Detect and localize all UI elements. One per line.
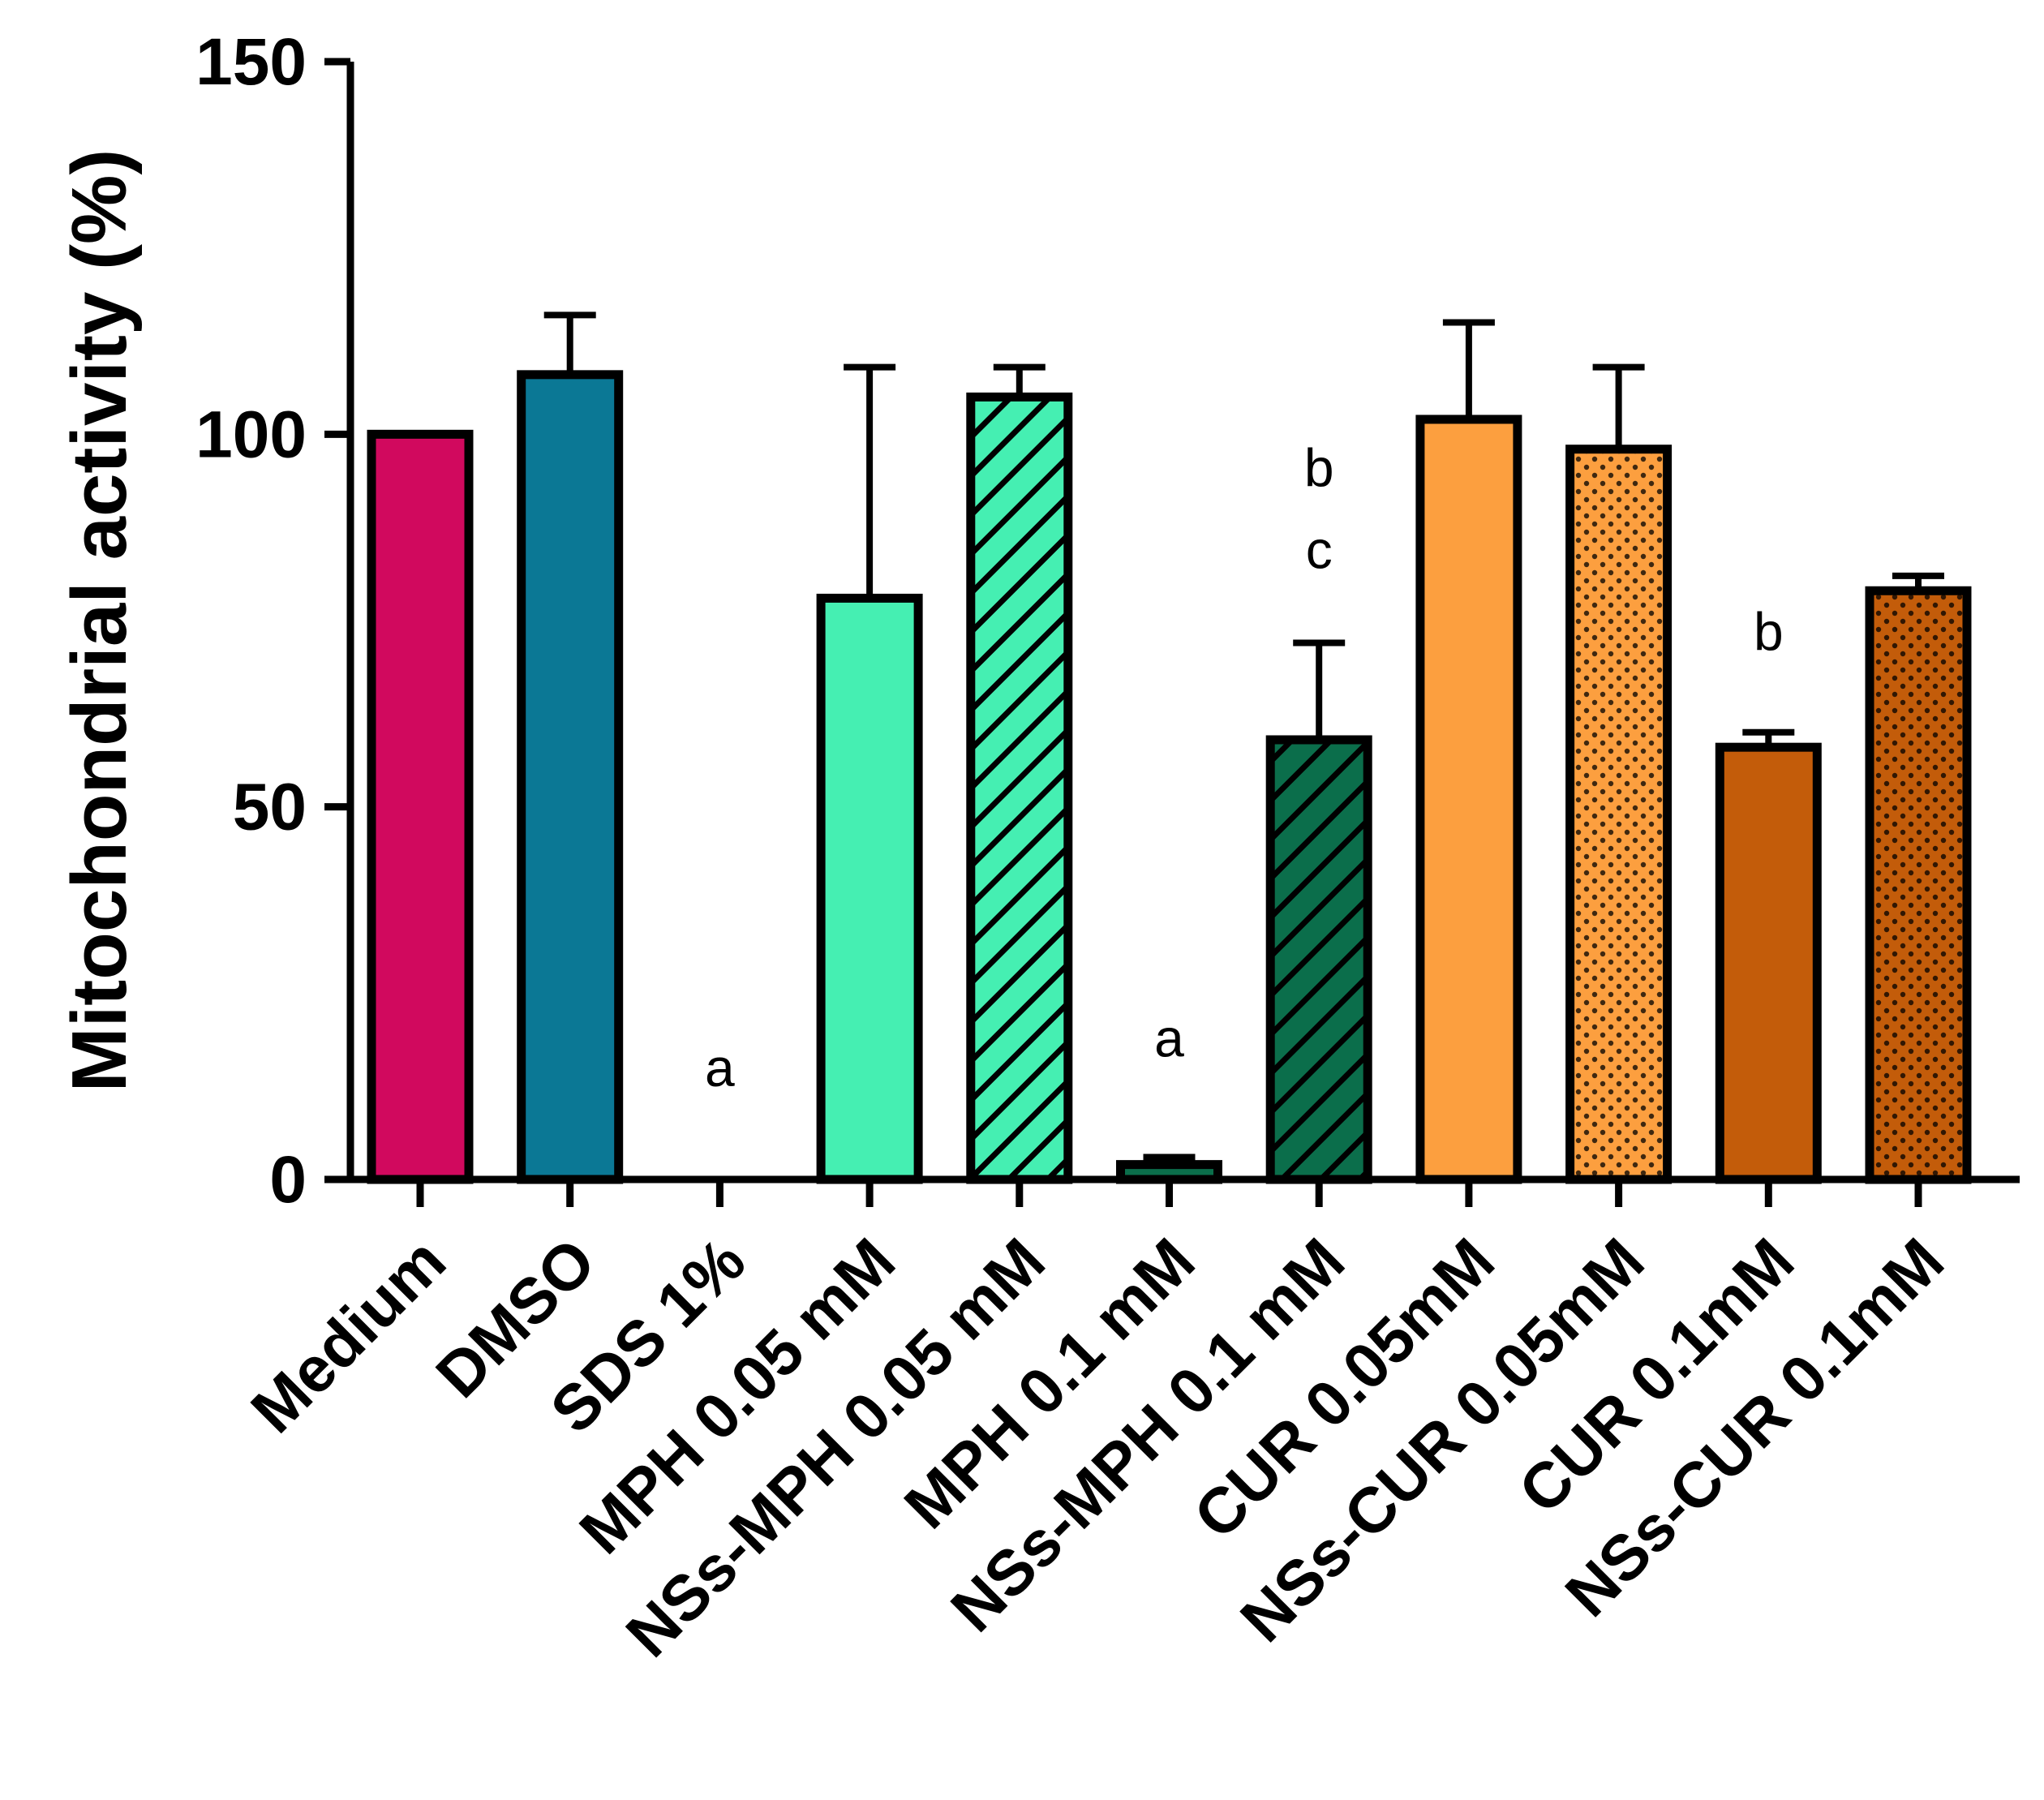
bar	[1720, 747, 1818, 1179]
y-axis-title: Mitochondrial activity (%)	[56, 149, 143, 1093]
y-axis: 0 50 100 150	[195, 25, 354, 1217]
bar-pattern	[1270, 739, 1368, 1179]
y-tick-label: 0	[269, 1143, 307, 1217]
bar-pattern	[1870, 591, 1967, 1179]
bar	[1419, 419, 1518, 1179]
significance-label: a	[705, 1037, 735, 1098]
bar-pattern	[970, 397, 1068, 1179]
y-tick-label: 150	[195, 25, 307, 99]
bar	[521, 374, 619, 1180]
bar	[371, 434, 469, 1179]
significance-label: b	[1754, 602, 1784, 662]
bar	[821, 598, 919, 1179]
error-bars	[543, 311, 1944, 1165]
significance-label: b	[1304, 438, 1334, 498]
x-tick-label: Medium	[237, 1224, 459, 1446]
significance-label: a	[1154, 1007, 1184, 1068]
y-tick-label: 50	[233, 771, 307, 844]
bar-pattern	[1570, 449, 1668, 1179]
significance-label: c	[1306, 520, 1333, 580]
y-tick-label: 100	[195, 397, 307, 471]
